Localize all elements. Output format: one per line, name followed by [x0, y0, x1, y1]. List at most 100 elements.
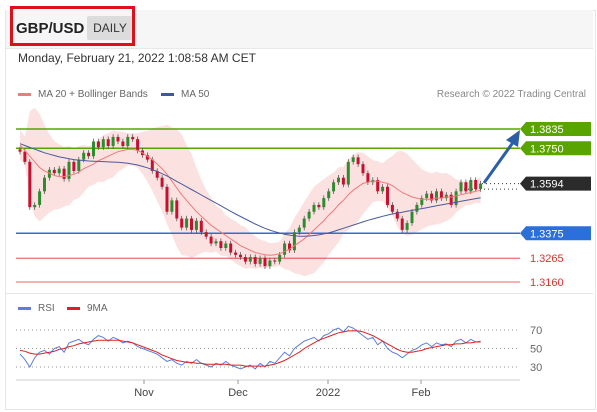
candle-body [312, 204, 316, 212]
legend-rsi: RSI [18, 303, 55, 314]
candle-body [410, 211, 414, 224]
candle-body [82, 152, 86, 160]
candle-body [204, 232, 208, 237]
candle-body [18, 149, 22, 152]
candle-body [194, 220, 198, 230]
rsi-tick-label: 50 [530, 344, 542, 356]
candle-body [479, 183, 483, 190]
candle-body [229, 243, 233, 253]
level-label-1.3375: 1.3375 [530, 228, 564, 240]
highlight-box [10, 6, 135, 46]
candle-body [175, 200, 179, 219]
period-button[interactable]: DAILY [87, 16, 133, 40]
candle-body [248, 257, 252, 262]
candle-body [92, 141, 95, 157]
x-tick-label: Dec [228, 387, 248, 399]
candle-body [33, 204, 37, 208]
candle-body [268, 260, 272, 267]
candle-body [439, 191, 443, 199]
candle-body [346, 161, 350, 185]
candle-body [317, 204, 321, 208]
candle-body [185, 218, 189, 228]
candle-body [23, 151, 27, 162]
symbol-label[interactable]: GBP/USD [16, 20, 85, 37]
candle-body [395, 211, 399, 219]
candle-body [214, 241, 218, 244]
candle-body [111, 136, 115, 146]
candle-body [356, 157, 360, 165]
candle-body [273, 260, 277, 262]
level-label-1.3750: 1.3750 [530, 143, 564, 155]
candle-body [87, 152, 91, 157]
x-tick-label: Feb [412, 387, 431, 399]
candle-body [288, 243, 291, 251]
candle-body [292, 232, 296, 251]
candle-body [430, 193, 434, 201]
ma9-swatch [67, 306, 80, 310]
level-tag-1.3750 [520, 141, 591, 156]
candle-body [435, 191, 438, 201]
candle-body [106, 139, 110, 146]
rsi-line [19, 325, 481, 370]
x-tick-label: Nov [134, 387, 154, 399]
candle-body [180, 218, 184, 228]
candle-body [327, 191, 331, 199]
candle-body [28, 161, 32, 208]
level-tag-1.3835 [520, 122, 591, 136]
candle-body [253, 257, 257, 264]
candle-body [376, 180, 380, 192]
level-tag-1.3375 [520, 226, 591, 241]
candle-body [67, 161, 71, 179]
candle-body [390, 204, 394, 212]
candle-body [444, 194, 448, 199]
candle-body [101, 139, 105, 148]
candle-body [72, 161, 76, 171]
candle-body [234, 252, 238, 255]
candle-body [469, 180, 473, 192]
candle-body [341, 177, 345, 185]
candle-body [263, 258, 267, 267]
candle-body [57, 168, 61, 174]
candle-body [400, 218, 404, 230]
candle-body [116, 136, 120, 142]
candle-body [121, 141, 125, 146]
candle-body [96, 141, 100, 148]
candle-body [239, 254, 242, 258]
legend-9ma: 9MA [67, 303, 108, 314]
candle-body [361, 164, 365, 174]
candle-body [415, 204, 419, 212]
ma50-label: MA 50 [181, 89, 210, 100]
candle-body [209, 236, 213, 244]
projection-arrowhead [506, 130, 520, 147]
candle-body [449, 194, 453, 205]
candle-body [224, 243, 228, 248]
candle-body [136, 139, 140, 151]
candle-body [219, 241, 223, 248]
candle-body [77, 159, 81, 171]
candle-body [459, 182, 463, 192]
candle-body [464, 182, 468, 192]
ma50-swatch [161, 92, 174, 96]
legend-ma20: MA 20 + Bollinger Bands [18, 89, 148, 100]
x-tick-label: 2022 [316, 387, 340, 399]
candle-body [47, 169, 51, 178]
candle-body [150, 159, 154, 171]
candle-body [170, 200, 174, 212]
rsi-tick-label: 30 [530, 362, 542, 374]
candle-body [302, 218, 306, 228]
candle-body [297, 227, 301, 233]
research-credit: Research © 2022 Trading Central [436, 89, 586, 100]
candle-body [131, 136, 135, 140]
candle-body [474, 180, 478, 190]
rsi-swatch [18, 306, 31, 310]
rsi-ma9-line [19, 330, 481, 367]
ma20-swatch [18, 92, 31, 96]
candle-body [278, 254, 282, 262]
level-label-1.3160: 1.3160 [530, 277, 564, 289]
level-label-1.3835: 1.3835 [530, 124, 564, 136]
candle-body [381, 186, 385, 192]
candle-body [332, 182, 336, 192]
candle-body [38, 191, 42, 205]
ma20-label: MA 20 + Bollinger Bands [38, 89, 148, 100]
